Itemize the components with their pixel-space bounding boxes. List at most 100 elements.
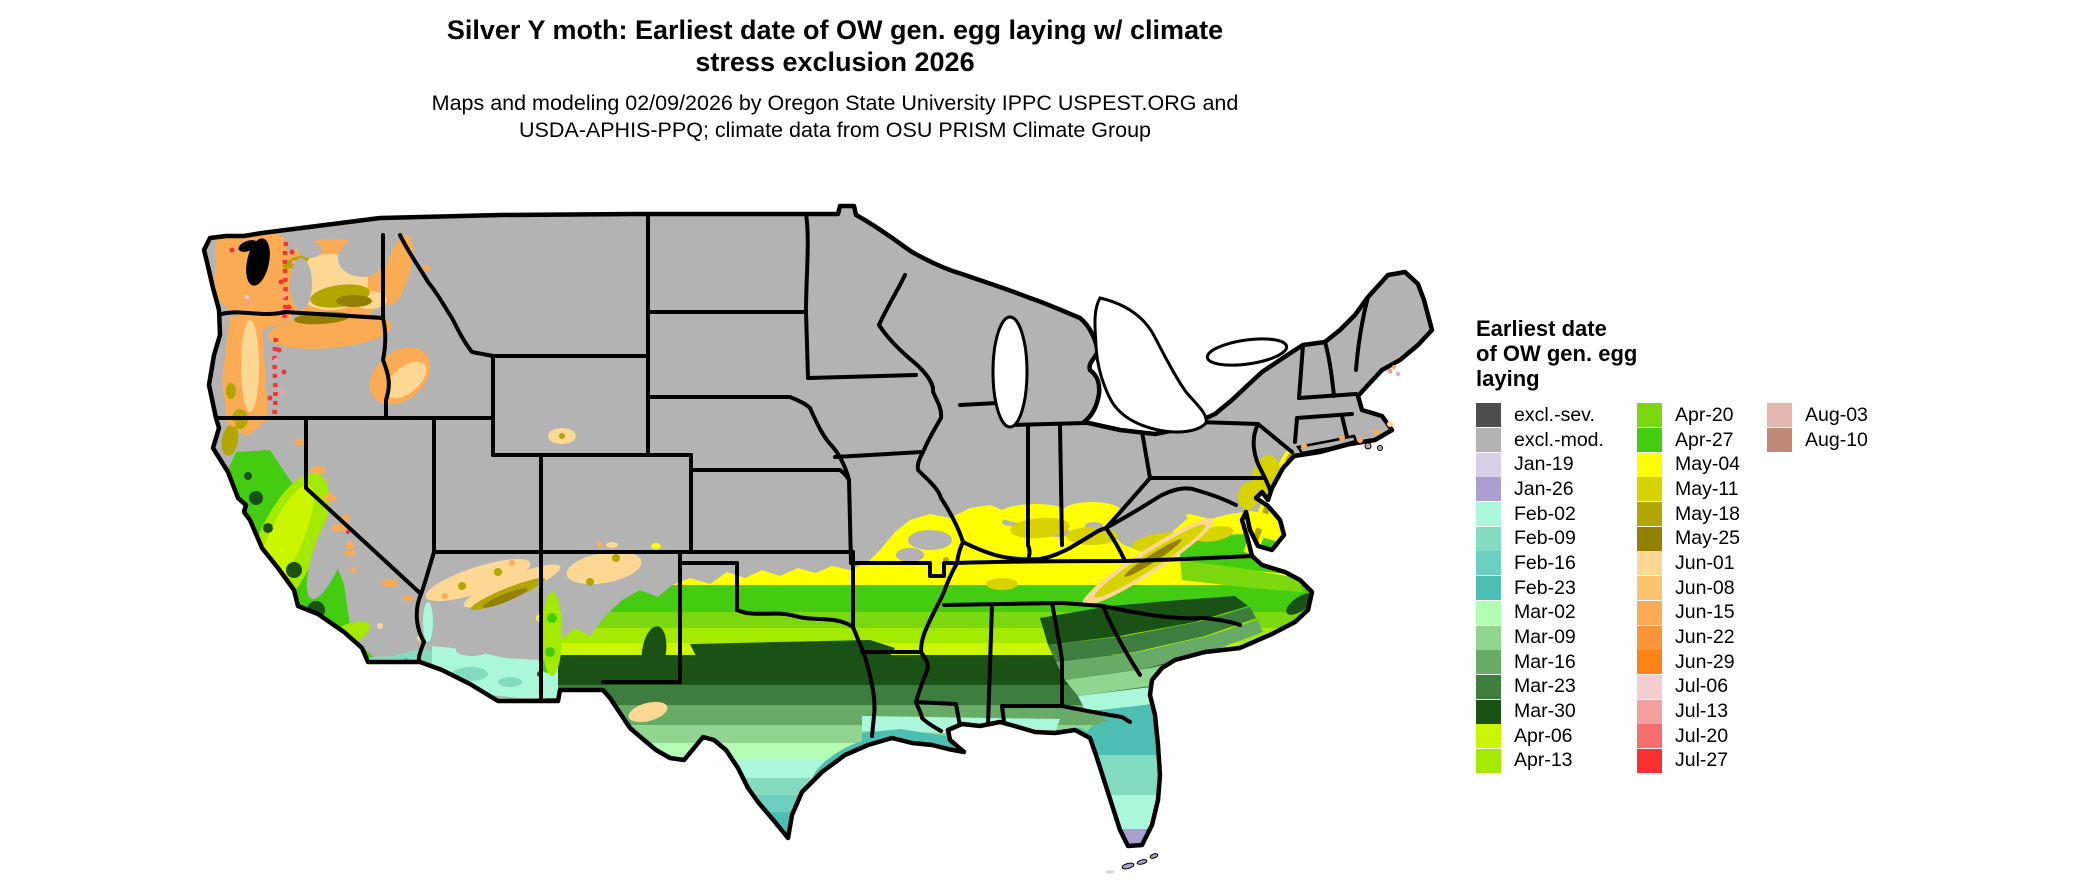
legend-entry: Jun-29	[1637, 650, 1740, 675]
puget-sound	[246, 238, 270, 286]
subtitle-line-1: Maps and modeling 02/09/2026 by Oregon S…	[431, 91, 1239, 115]
legend-label: Mar-02	[1514, 601, 1576, 624]
southwest-interior-region	[294, 428, 661, 698]
legend-label: Feb-16	[1514, 551, 1576, 574]
legend-swatch	[1637, 724, 1662, 749]
legend-label: excl.-mod.	[1514, 428, 1604, 451]
legend-entry: Mar-30	[1476, 699, 1604, 724]
legend-entry: Aug-03	[1767, 403, 1868, 428]
legend-entry: Feb-23	[1476, 576, 1604, 601]
figure-title: Silver Y moth: Earliest date of OW gen. …	[200, 14, 1470, 78]
legend-entry: Aug-10	[1767, 428, 1868, 453]
legend-entry: Jul-13	[1637, 699, 1740, 724]
figure-subtitle: Maps and modeling 02/09/2026 by Oregon S…	[200, 90, 1470, 144]
legend-swatch	[1476, 403, 1501, 428]
legend-entry: Jun-22	[1637, 625, 1740, 650]
legend-label: Mar-30	[1514, 700, 1576, 723]
legend-swatch	[1476, 600, 1501, 625]
legend-title-line-1: Earliest date	[1476, 316, 1607, 341]
legend-swatch	[1637, 650, 1662, 675]
florida-keys	[1106, 853, 1159, 874]
state-borders	[214, 212, 1370, 738]
legend-label: May-11	[1675, 477, 1739, 500]
legend-swatch	[1637, 502, 1662, 527]
title-line-2: stress exclusion 2026	[695, 47, 975, 77]
legend-title: Earliest date of OW gen. egg laying	[1476, 316, 2036, 391]
legend-label: Jun-01	[1675, 551, 1735, 574]
legend-entry: Mar-09	[1476, 625, 1604, 650]
legend-swatch	[1637, 748, 1662, 773]
legend-swatch	[1476, 502, 1501, 527]
legend-entry: Feb-16	[1476, 551, 1604, 576]
legend-label: Jun-15	[1675, 601, 1735, 624]
legend-label: Mar-16	[1514, 650, 1576, 673]
legend-entry: excl.-mod.	[1476, 428, 1604, 453]
legend-swatch	[1476, 477, 1501, 502]
legend-label: Jul-13	[1675, 700, 1729, 723]
legend-swatch	[1637, 403, 1662, 428]
legend-label: Jun-22	[1675, 626, 1735, 649]
legend-entry: May-25	[1637, 526, 1740, 551]
legend-label: Feb-09	[1514, 527, 1576, 550]
legend-title-line-3: laying	[1476, 366, 1540, 391]
legend-label: Jun-08	[1675, 576, 1735, 599]
legend-title-line-2: of OW gen. egg	[1476, 341, 1638, 366]
legend-label: Jul-27	[1675, 749, 1729, 772]
legend-entry: Jun-01	[1637, 551, 1740, 576]
legend-swatch	[1637, 699, 1662, 724]
title-block: Silver Y moth: Earliest date of OW gen. …	[200, 14, 1470, 144]
legend-column-2: Apr-20 Apr-27 May-04 May-11 May-18 May-25 Jun-…	[1637, 403, 1740, 773]
legend-entry: Jul-27	[1637, 748, 1740, 774]
lake-ontario	[1205, 337, 1289, 367]
title-line-1: Silver Y moth: Earliest date of OW gen. …	[446, 15, 1224, 45]
legend-label: May-25	[1675, 527, 1741, 550]
legend-swatch	[1637, 576, 1662, 601]
legend-entry: May-18	[1637, 502, 1740, 527]
legend-swatch	[1637, 625, 1662, 650]
legend-label: Mar-09	[1514, 626, 1576, 649]
legend-label: Jul-06	[1675, 675, 1729, 698]
legend-entry: Feb-02	[1476, 502, 1604, 527]
legend-swatch	[1767, 403, 1792, 428]
map-legend: Earliest date of OW gen. egg laying excl…	[1476, 316, 2036, 773]
legend-label: Jan-19	[1514, 453, 1574, 476]
legend-swatch	[1637, 551, 1662, 576]
us-outline	[201, 203, 1435, 849]
legend-label: Jan-26	[1514, 477, 1574, 500]
legend-entry: Apr-20	[1637, 403, 1740, 428]
lake-michigan	[991, 315, 1029, 429]
legend-column-1: excl.-sev. excl.-mod. Jan-19 Jan-26 Feb-02 Fe…	[1476, 403, 1604, 773]
legend-entry: May-11	[1637, 477, 1740, 502]
legend-entry: Jul-20	[1637, 724, 1740, 749]
legend-swatch	[1637, 526, 1662, 551]
legend-entry: Apr-27	[1637, 428, 1740, 453]
legend-entry: Jan-19	[1476, 452, 1604, 477]
legend-entry: Mar-16	[1476, 650, 1604, 675]
legend-entry: Jun-15	[1637, 600, 1740, 626]
legend-entry: excl.-sev.	[1476, 403, 1604, 428]
legend-entry: Jun-08	[1637, 576, 1740, 601]
legend-swatch	[1476, 576, 1501, 601]
legend-swatch	[1767, 428, 1792, 453]
legend-swatch	[1476, 724, 1501, 749]
legend-swatch	[1476, 551, 1501, 576]
legend-label: May-18	[1675, 502, 1741, 525]
legend-label: Jul-20	[1675, 724, 1729, 747]
legend-swatch	[1637, 477, 1662, 502]
legend-label: Aug-03	[1805, 403, 1868, 426]
subtitle-line-2: USDA-APHIS-PPQ; climate data from OSU PR…	[518, 118, 1152, 142]
lake-huron-erie	[1093, 296, 1208, 434]
legend-label: Feb-23	[1514, 576, 1576, 599]
great-lakes	[991, 296, 1289, 434]
legend-entry: Apr-06	[1476, 724, 1604, 749]
legend-entry: Mar-02	[1476, 600, 1604, 626]
legend-swatch	[1476, 650, 1501, 675]
legend-swatch	[1476, 428, 1501, 453]
legend-column-3: Aug-03 Aug-10	[1767, 403, 1868, 453]
legend-label: Jun-29	[1675, 650, 1735, 673]
legend-label: excl.-sev.	[1514, 403, 1595, 426]
legend-swatch	[1476, 526, 1501, 551]
legend-entry: Jan-26	[1476, 477, 1604, 502]
legend-swatch	[1476, 674, 1501, 699]
